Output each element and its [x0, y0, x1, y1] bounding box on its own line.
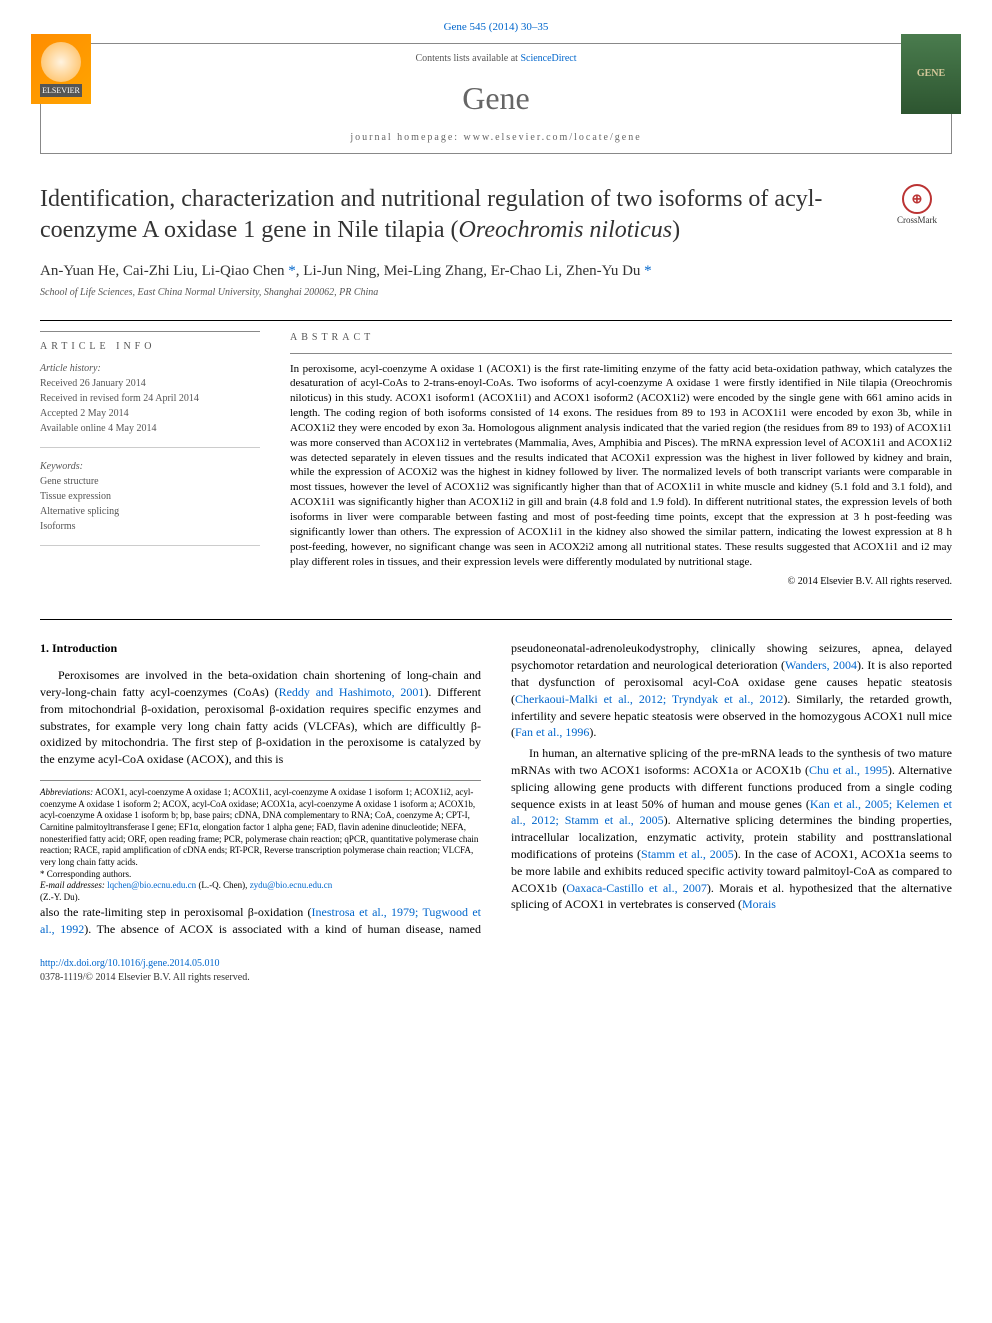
affiliation: School of Life Sciences, East China Norm… [40, 286, 952, 300]
abstract-heading: ABSTRACT [290, 331, 952, 345]
ref-link[interactable]: Wanders, 2004 [785, 658, 857, 672]
abstract-column: ABSTRACT In peroxisome, acyl-coenzyme A … [290, 331, 952, 590]
issn-copyright: 0378-1119/© 2014 Elsevier B.V. All right… [40, 972, 250, 983]
doi-link[interactable]: http://dx.doi.org/10.1016/j.gene.2014.05… [40, 958, 220, 969]
ref-link[interactable]: Stamm et al., 2005 [641, 847, 734, 861]
keywords-block: Keywords: Gene structure Tissue expressi… [40, 460, 260, 546]
intro-para-1: Peroxisomes are involved in the beta-oxi… [40, 667, 481, 768]
keyword: Tissue expression [40, 490, 260, 504]
article-info-heading: ARTICLE INFO [40, 340, 260, 354]
corresponding-mark: * [644, 263, 652, 279]
contents-line: Contents lists available at ScienceDirec… [81, 52, 911, 66]
keyword: Gene structure [40, 475, 260, 489]
ref-link[interactable]: Oaxaca-Castillo et al., 2007 [566, 881, 707, 895]
ref-link[interactable]: Chu et al., 1995 [809, 763, 888, 777]
received-date: Received 26 January 2014 [40, 377, 260, 391]
accepted-date: Accepted 2 May 2014 [40, 407, 260, 421]
email-link[interactable]: zydu@bio.ecnu.edu.cn [250, 880, 333, 890]
authors-line: An-Yuan He, Cai-Zhi Liu, Li-Qiao Chen *,… [40, 261, 952, 282]
corresponding-author-note: * Corresponding authors. [40, 869, 481, 881]
ref-link[interactable]: Reddy and Hashimoto, 2001 [279, 685, 425, 699]
elsevier-logo-text: ELSEVIER [40, 84, 82, 97]
keyword: Alternative splicing [40, 505, 260, 519]
ref-link[interactable]: Morais [742, 897, 776, 911]
article-title-section: Identification, characterization and nut… [40, 184, 952, 246]
abstract-text: In peroxisome, acyl-coenzyme A oxidase 1… [290, 353, 952, 570]
crossmark-icon: ⊕ [902, 184, 932, 214]
abbreviations: Abbreviations: ACOX1, acyl-coenzyme A ox… [40, 787, 481, 869]
intro-para-3: In human, an alternative splicing of the… [511, 745, 952, 913]
journal-header-center: Contents lists available at ScienceDirec… [81, 52, 911, 145]
meta-row: ARTICLE INFO Article history: Received 2… [40, 320, 952, 590]
crossmark-badge[interactable]: ⊕ CrossMark [882, 184, 952, 227]
online-date: Available online 4 May 2014 [40, 422, 260, 436]
journal-title: Gene [81, 76, 911, 121]
journal-header-box: ELSEVIER Contents lists available at Sci… [40, 43, 952, 154]
article-info-column: ARTICLE INFO Article history: Received 2… [40, 331, 260, 590]
gene-cover-logo: GENE [901, 34, 961, 114]
page-footer: http://dx.doi.org/10.1016/j.gene.2014.05… [40, 957, 952, 985]
ref-link[interactable]: Fan et al., 1996 [515, 725, 589, 739]
journal-homepage-url: www.elsevier.com/locate/gene [464, 132, 642, 143]
body-two-column: 1. Introduction Peroxisomes are involved… [40, 619, 952, 937]
ref-link[interactable]: Cherkaoui-Malki et al., 2012; Tryndyak e… [515, 692, 783, 706]
article-title: Identification, characterization and nut… [40, 184, 862, 246]
email-line: E-mail addresses: lqchen@bio.ecnu.edu.cn… [40, 880, 481, 903]
corresponding-mark: * [288, 263, 296, 279]
revised-date: Received in revised form 24 April 2014 [40, 392, 260, 406]
footnotes-block: Abbreviations: ACOX1, acyl-coenzyme A ox… [40, 780, 481, 904]
keyword: Isoforms [40, 520, 260, 534]
citation-link[interactable]: Gene 545 (2014) 30–35 [444, 21, 549, 33]
elsevier-logo: ELSEVIER [31, 34, 91, 104]
intro-heading: 1. Introduction [40, 640, 481, 657]
sciencedirect-link[interactable]: ScienceDirect [520, 53, 576, 64]
citation-header: Gene 545 (2014) 30–35 [40, 20, 952, 35]
email-link[interactable]: lqchen@bio.ecnu.edu.cn [107, 880, 196, 890]
abstract-copyright: © 2014 Elsevier B.V. All rights reserved… [290, 575, 952, 589]
elsevier-tree-icon [41, 42, 81, 82]
article-history-block: Article history: Received 26 January 201… [40, 362, 260, 448]
journal-homepage: journal homepage: www.elsevier.com/locat… [81, 131, 911, 145]
